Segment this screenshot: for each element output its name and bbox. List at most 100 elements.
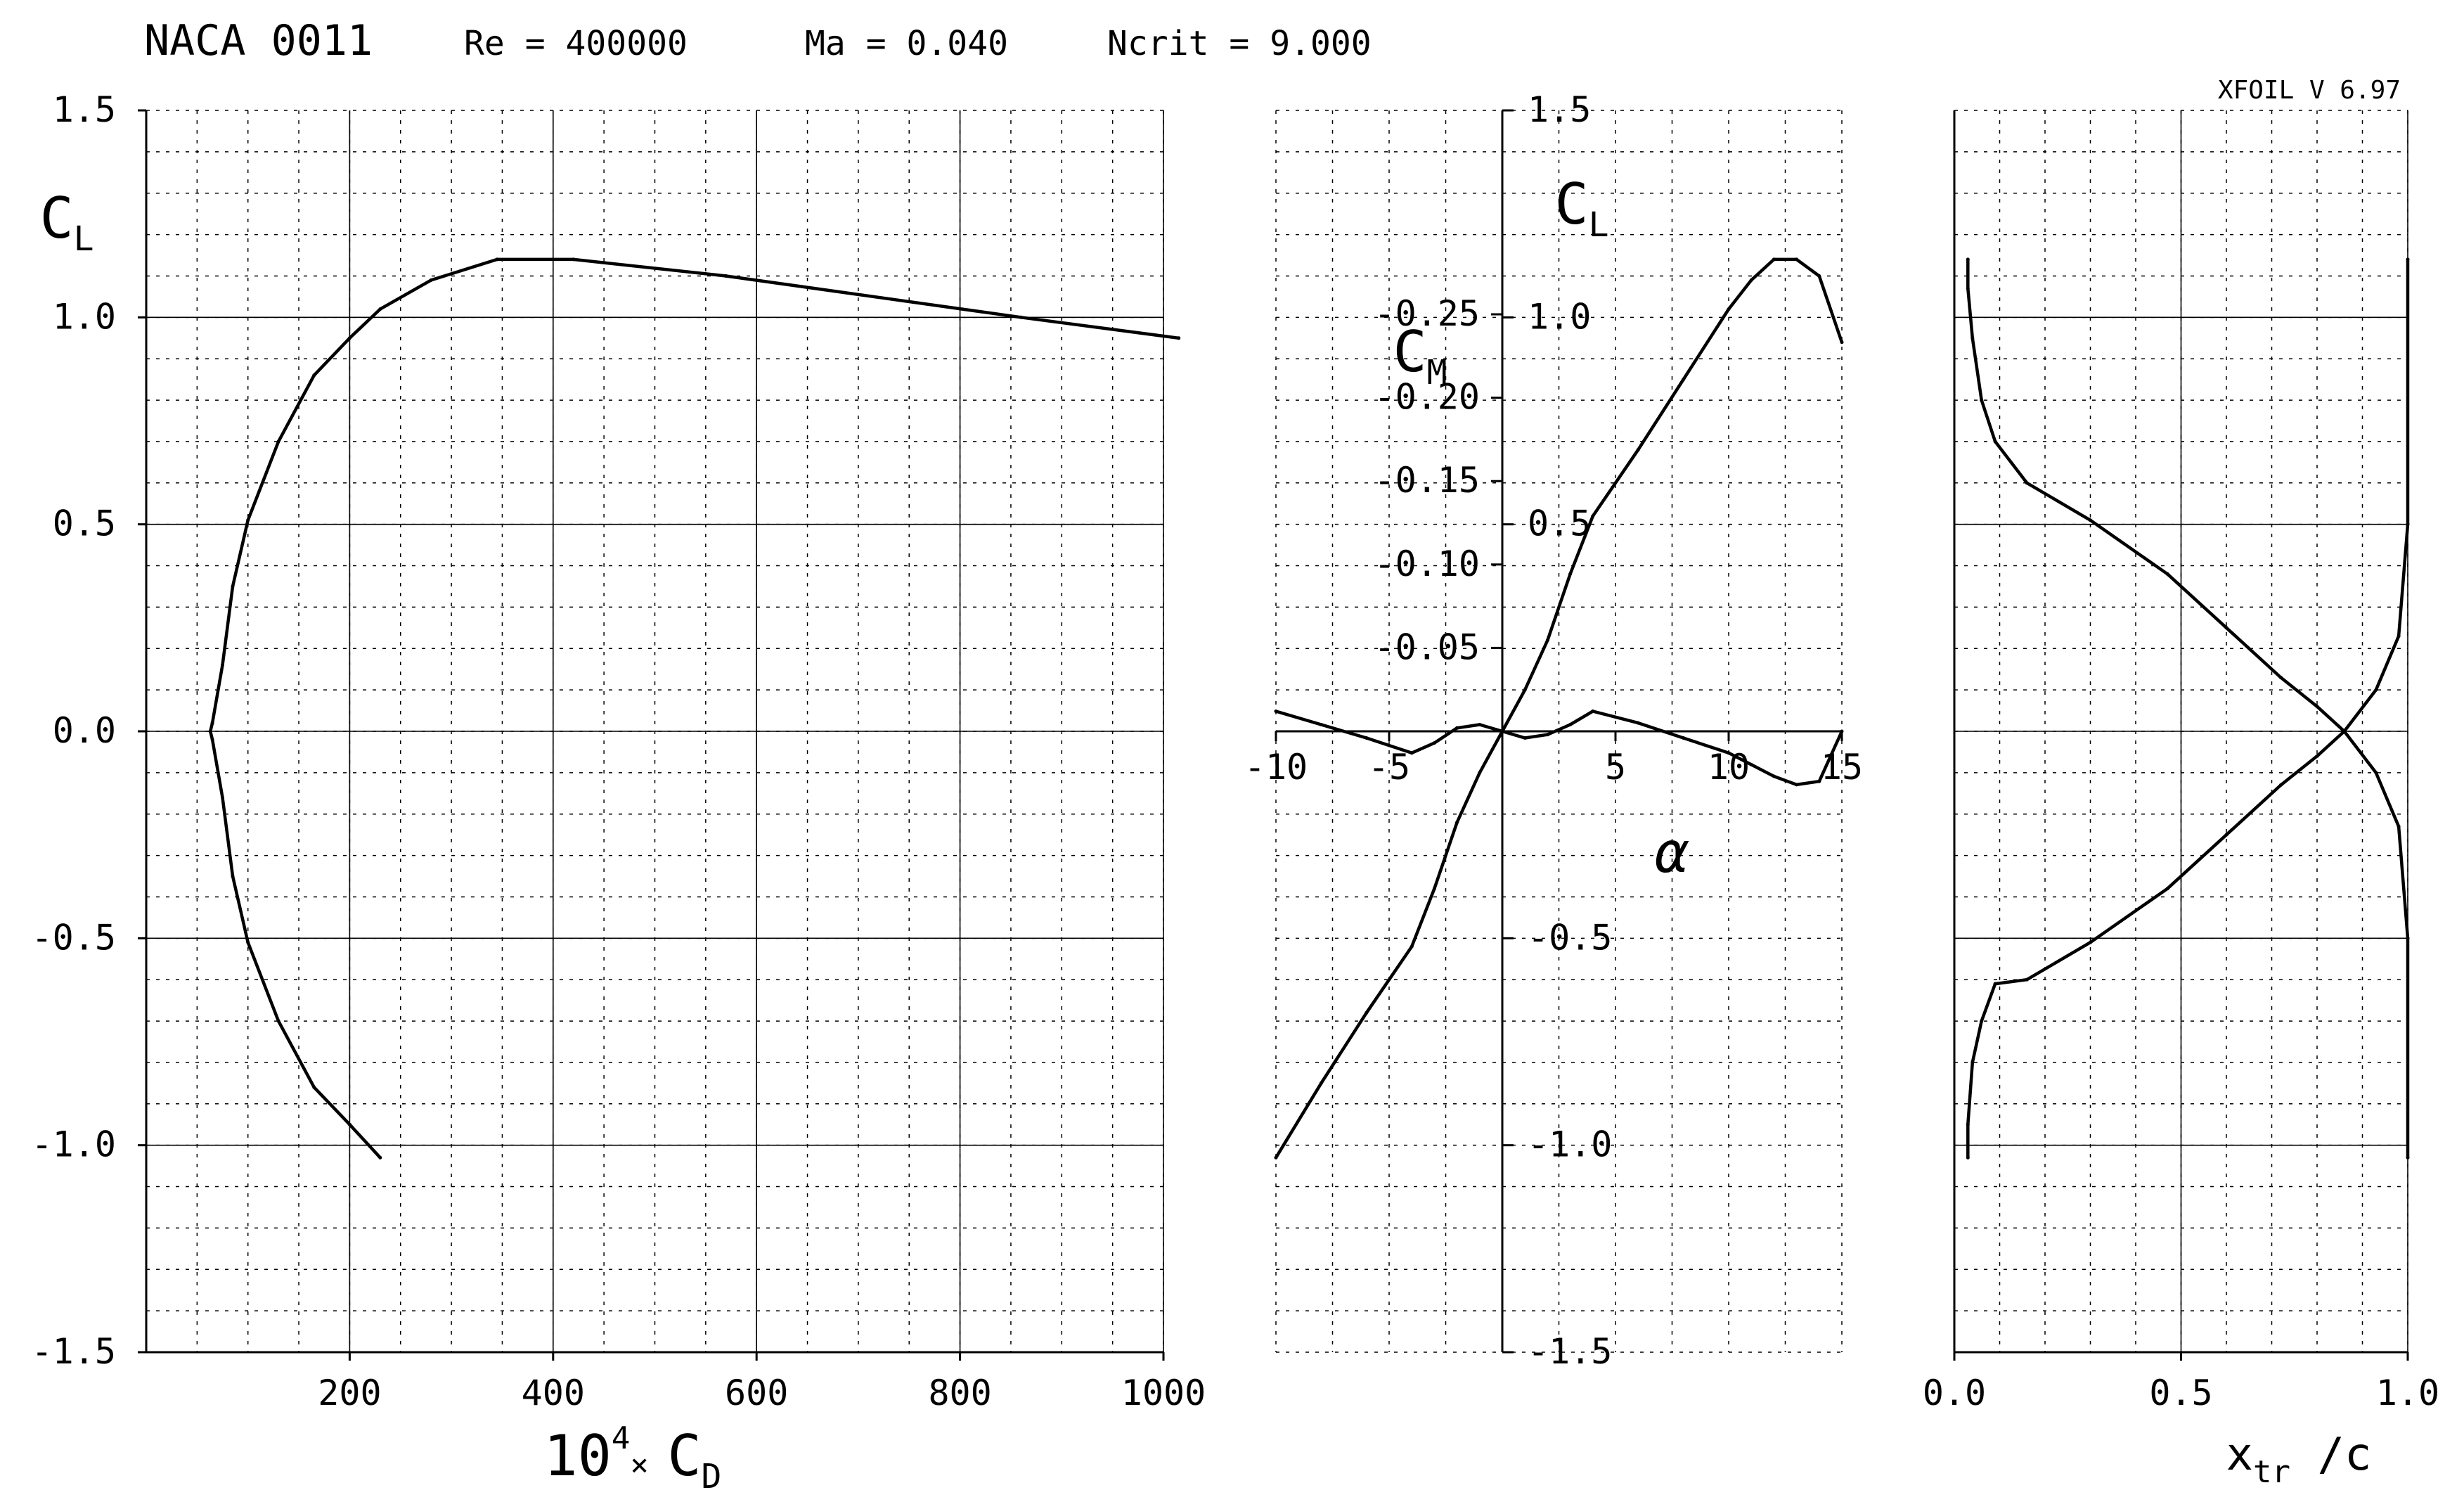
- alpha-panel-cl-tick-label: 1.0: [1528, 296, 1591, 337]
- xtr-panel-point: [2165, 887, 2169, 891]
- xtr-panel-point: [1993, 982, 1997, 986]
- drag-polar-point: [312, 1085, 316, 1089]
- alpha-panel-cm-tick-label: -0.15: [1374, 460, 1480, 501]
- drag-polar-y-tick-label: -1.0: [32, 1124, 116, 1165]
- xtr-panel-point: [2406, 936, 2410, 940]
- drag-polar-curve: [208, 257, 1179, 1159]
- xtr-panel-x-tick-label: 1.0: [2376, 1373, 2439, 1413]
- alpha-panel-cl-tick-label: -1.5: [1528, 1331, 1612, 1372]
- xtr-panel-point: [2397, 824, 2401, 828]
- alpha-panel-cl-tick-label: -1.0: [1528, 1124, 1612, 1165]
- alpha-panel-alpha-tick-label: -10: [1244, 747, 1308, 788]
- xtr-panel-x-tick-label: 0.0: [1923, 1373, 1986, 1413]
- alpha-panel-cm-point: [1478, 723, 1482, 726]
- xtr-panel-point: [1980, 1019, 1984, 1023]
- mach-number: Ma = 0.040: [805, 24, 1008, 63]
- xtr-panel-point: [2025, 977, 2029, 982]
- xtr-panel-point: [2278, 676, 2283, 679]
- drag-polar-x-tick-label: 800: [928, 1373, 991, 1413]
- xtr-panel-point: [2315, 754, 2319, 758]
- drag-polar-point: [210, 738, 214, 742]
- xtr-panel-point: [1966, 286, 1970, 290]
- xtr-panel-curve-upper: [1966, 259, 2410, 1158]
- alpha-panel-cm-point: [1568, 723, 1573, 726]
- xtr-panel-point: [1966, 257, 1970, 262]
- drag-polar-point: [246, 518, 250, 522]
- xtr-panel-x-axis-label: xtr /c: [2226, 1429, 2371, 1490]
- xtr-panel-point: [1970, 336, 1975, 340]
- xtr-panel-point: [2224, 626, 2228, 630]
- xtr-panel-point: [2025, 481, 2029, 485]
- alpha-panel-cm-point: [1682, 736, 1686, 740]
- alpha-panel-cm-point: [1410, 751, 1414, 755]
- drag-polar-point: [231, 874, 235, 878]
- drag-polar-point: [378, 1155, 382, 1160]
- alpha-panel-cm-point: [1795, 783, 1799, 787]
- drag-polar-x-tick-label: 200: [318, 1373, 381, 1413]
- alpha-panel-cm-point: [1319, 723, 1323, 726]
- xtr-panel-point: [2165, 572, 2169, 576]
- xtr-panel-point: [2374, 688, 2378, 692]
- xtr-panel-point: [2406, 522, 2410, 527]
- alpha-panel-cl-point: [1545, 638, 1549, 642]
- alpha-panel-cm-point: [1749, 762, 1753, 766]
- drag-polar-point: [312, 373, 316, 378]
- reynolds-number: Re = 400000: [464, 24, 688, 63]
- drag-polar-point: [231, 584, 235, 589]
- alpha-panel-cm-point: [1432, 741, 1436, 745]
- alpha-panel-cl-point: [1478, 771, 1482, 775]
- drag-polar-point: [1019, 315, 1023, 319]
- drag-polar-y-tick-label: 1.5: [53, 89, 116, 130]
- alpha-panel-cm-point: [1636, 721, 1640, 725]
- alpha-panel-cm-tick-label: -0.10: [1374, 544, 1480, 584]
- alpha-panel-cl-tick-label: 0.5: [1528, 503, 1591, 544]
- drag-polar-y-tick-label: -0.5: [32, 917, 116, 958]
- alpha-panel-cm-point: [1523, 736, 1527, 740]
- xtr-panel-point: [1980, 398, 1984, 402]
- alpha-panel-cl-point: [1365, 1010, 1369, 1015]
- alpha-panel-cl-point: [1840, 340, 1844, 345]
- drag-polar-point: [378, 307, 382, 312]
- drag-polar-y-tick-label: 1.0: [53, 296, 116, 337]
- xtr-panel-point: [2278, 783, 2283, 787]
- drag-polar-point: [276, 439, 280, 444]
- alpha-panel-alpha-tick-label: 5: [1605, 747, 1626, 788]
- alpha-panel-cm-point: [1455, 726, 1459, 730]
- alpha-panel-cm-point: [1840, 729, 1844, 733]
- xtr-panel-point: [1966, 1155, 1970, 1160]
- xtr-panel-point: [1966, 1122, 1970, 1126]
- xtr-panel-point: [2224, 833, 2228, 837]
- alpha-panel-cl-point: [1591, 514, 1595, 518]
- alpha-panel-cm-point: [1817, 779, 1821, 783]
- drag-polar-y-tick-label: 0.0: [53, 710, 116, 751]
- drag-polar-point: [1177, 336, 1181, 340]
- xtr-panel-point: [2406, 257, 2410, 262]
- drag-polar-y-tick-label: -1.5: [32, 1331, 116, 1372]
- xtr-panel-point: [2406, 1155, 2410, 1160]
- xtr-panel-point: [2315, 705, 2319, 709]
- ncrit-value: Ncrit = 9.000: [1107, 24, 1372, 63]
- xtr-panel-point: [2089, 518, 2092, 522]
- alpha-panel-cm-point: [1365, 736, 1369, 740]
- drag-polar-point: [347, 1122, 351, 1126]
- drag-polar-point: [495, 257, 499, 262]
- drag-polar-point: [724, 274, 728, 278]
- alpha-panel-alpha-label: α: [1655, 820, 1689, 885]
- drag-polar-point: [429, 278, 433, 282]
- alpha-panel-cm-tick-label: -0.05: [1374, 627, 1480, 667]
- alpha-panel-cm-point: [1772, 774, 1776, 778]
- drag-polar-point: [221, 795, 224, 800]
- drag-polar-x-tick-label: 400: [522, 1373, 585, 1413]
- alpha-panel-cm-point: [1274, 709, 1278, 713]
- alpha-panel-cl-point: [1817, 274, 1821, 278]
- drag-polar-point: [347, 336, 351, 340]
- alpha-panel-alpha-tick-label: 15: [1821, 747, 1863, 788]
- alpha-panel-cm-tick-label: -0.25: [1374, 293, 1480, 334]
- xtr-panel-x-tick-label: 0.5: [2149, 1373, 2212, 1413]
- alpha-panel-cl-point: [1682, 378, 1686, 382]
- alpha-panel-cl-curve: [1275, 257, 1844, 1159]
- alpha-panel-cl-point: [1568, 572, 1573, 576]
- drag-polar-y-axis-label: CL: [39, 186, 93, 259]
